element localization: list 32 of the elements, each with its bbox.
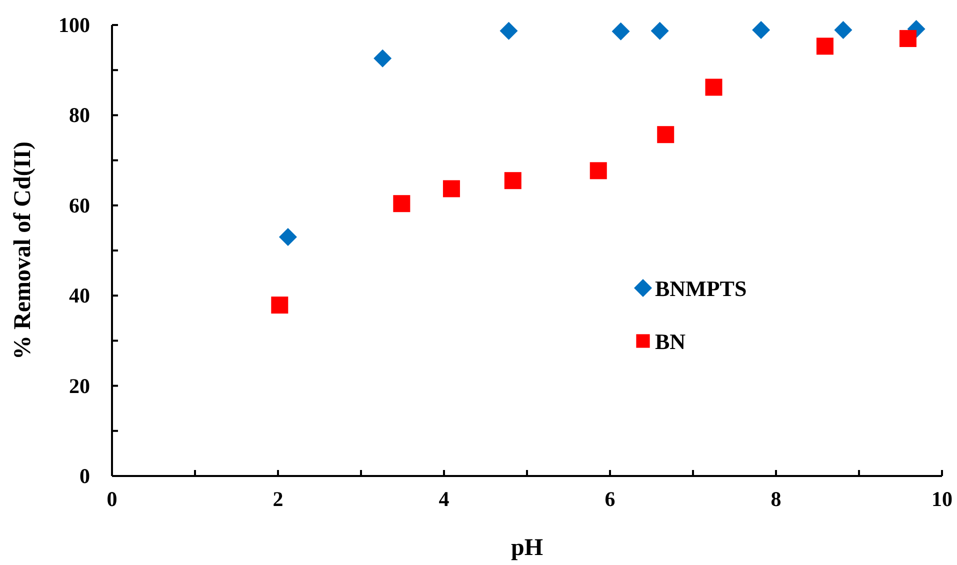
legend-label: BNMPTS [655,276,747,301]
y-tick-label: 100 [58,13,90,37]
point [271,296,288,314]
x-tick-label: 10 [932,487,952,511]
y-tick-label: 80 [69,103,90,128]
y-axis-title: % Removal of Cd(II) [10,142,36,360]
point [657,126,674,144]
y-tick-label: 0 [80,464,90,488]
point [500,22,518,40]
x-tick-label: 6 [604,487,616,511]
point [590,162,607,180]
y-tick-label: 20 [69,374,90,398]
legend-label: BN [655,329,686,354]
x-tick-label: 2 [272,487,284,511]
point [504,172,522,190]
point [393,195,410,212]
y-tick-label: 40 [69,284,90,308]
point [899,30,916,48]
point [650,22,669,40]
point [374,49,392,68]
y-tick-label: 60 [69,193,90,218]
x-tick-label: 4 [438,487,450,511]
point [278,228,297,246]
point [816,38,834,55]
point [612,22,630,40]
x-tick-label: 8 [770,487,782,511]
x-tick-label: 0 [106,487,118,511]
x-axis-title: pH [510,535,544,561]
point [705,78,722,96]
point [442,180,460,198]
point [752,20,770,39]
point [834,20,852,39]
